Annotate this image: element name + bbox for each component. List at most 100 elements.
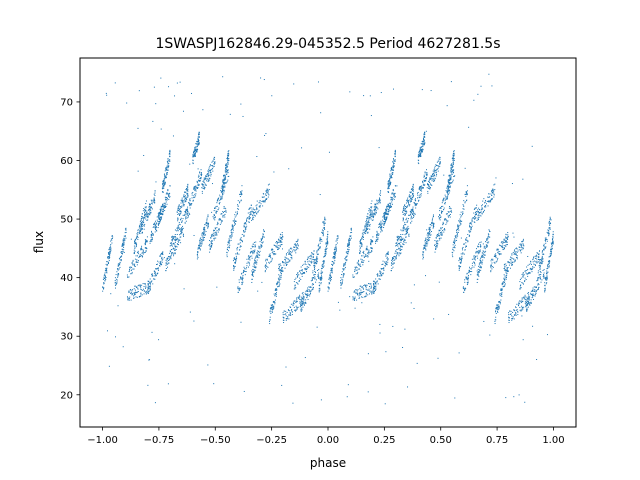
data-point bbox=[433, 170, 435, 172]
data-point bbox=[154, 200, 156, 202]
data-point bbox=[183, 235, 185, 237]
data-point bbox=[162, 183, 164, 185]
data-point bbox=[251, 209, 253, 211]
data-point bbox=[260, 246, 262, 248]
data-point bbox=[402, 246, 404, 248]
data-point bbox=[189, 200, 191, 202]
data-point bbox=[504, 283, 506, 285]
data-point bbox=[220, 222, 222, 224]
data-point bbox=[167, 258, 169, 260]
data-point bbox=[410, 218, 412, 220]
data-point bbox=[379, 193, 381, 195]
data-point bbox=[493, 194, 495, 196]
data-point bbox=[134, 265, 136, 267]
data-point bbox=[393, 193, 395, 195]
data-point bbox=[422, 252, 424, 254]
data-point bbox=[383, 224, 385, 226]
data-point bbox=[434, 165, 436, 167]
data-point bbox=[360, 285, 362, 287]
data-point bbox=[357, 264, 359, 266]
data-point bbox=[136, 291, 138, 293]
data-point bbox=[421, 148, 423, 150]
data-point bbox=[504, 266, 506, 268]
data-point bbox=[385, 210, 387, 212]
data-point bbox=[258, 245, 260, 247]
data-point bbox=[436, 235, 438, 237]
data-point bbox=[139, 295, 141, 297]
data-point bbox=[504, 284, 506, 286]
data-point bbox=[229, 235, 231, 237]
data-point bbox=[477, 271, 479, 273]
data-point bbox=[405, 212, 407, 214]
data-point bbox=[356, 290, 358, 292]
data-point bbox=[187, 210, 189, 212]
data-point bbox=[207, 180, 209, 182]
data-point bbox=[426, 174, 428, 176]
data-point bbox=[181, 229, 183, 231]
data-point bbox=[430, 178, 432, 180]
data-point bbox=[205, 184, 207, 186]
data-point bbox=[221, 191, 223, 193]
data-point bbox=[490, 260, 492, 262]
data-point bbox=[377, 275, 379, 277]
data-point bbox=[487, 196, 489, 198]
data-point bbox=[497, 252, 499, 254]
data-point bbox=[391, 192, 393, 194]
data-point bbox=[402, 233, 404, 235]
data-point bbox=[259, 199, 261, 201]
data-point bbox=[423, 136, 425, 138]
data-point bbox=[145, 213, 147, 215]
data-point bbox=[327, 290, 329, 292]
data-point bbox=[211, 243, 213, 245]
data-point bbox=[224, 174, 226, 176]
data-point bbox=[359, 241, 361, 243]
data-point bbox=[485, 203, 487, 205]
data-point bbox=[457, 227, 459, 229]
data-point bbox=[263, 193, 265, 195]
data-point bbox=[428, 238, 430, 240]
data-point bbox=[254, 266, 256, 268]
data-point bbox=[452, 155, 454, 157]
data-point bbox=[497, 308, 499, 310]
data-point bbox=[353, 290, 355, 292]
data-point bbox=[385, 261, 387, 263]
data-point bbox=[277, 249, 279, 251]
data-point bbox=[466, 192, 468, 194]
data-point bbox=[223, 183, 225, 185]
data-point bbox=[206, 217, 208, 219]
data-point bbox=[418, 195, 420, 197]
data-point bbox=[413, 202, 415, 204]
data-point bbox=[240, 193, 242, 195]
data-point bbox=[110, 248, 112, 250]
data-point bbox=[246, 218, 248, 220]
data-point bbox=[361, 287, 363, 289]
data-point bbox=[211, 168, 213, 170]
data-point bbox=[135, 244, 137, 246]
data-point bbox=[435, 248, 437, 250]
data-point bbox=[110, 240, 112, 242]
data-point bbox=[147, 286, 149, 288]
data-point bbox=[162, 212, 164, 214]
data-point bbox=[148, 286, 150, 288]
data-point bbox=[465, 242, 467, 244]
data-point bbox=[471, 262, 473, 264]
data-point bbox=[222, 212, 224, 214]
data-point bbox=[249, 256, 251, 258]
data-point bbox=[479, 241, 481, 243]
data-point bbox=[453, 153, 455, 155]
data-point bbox=[328, 278, 330, 280]
data-point bbox=[224, 179, 226, 181]
data-point bbox=[400, 241, 402, 243]
data-point bbox=[421, 143, 423, 145]
data-point bbox=[128, 271, 130, 273]
data-point bbox=[414, 198, 416, 200]
data-point bbox=[148, 214, 150, 216]
data-point bbox=[453, 162, 455, 164]
data-point bbox=[380, 271, 382, 273]
data-point bbox=[481, 213, 483, 215]
data-point bbox=[108, 253, 110, 255]
data-point bbox=[408, 200, 410, 202]
data-point bbox=[241, 272, 243, 274]
data-point bbox=[271, 304, 273, 306]
data-point bbox=[491, 198, 493, 200]
